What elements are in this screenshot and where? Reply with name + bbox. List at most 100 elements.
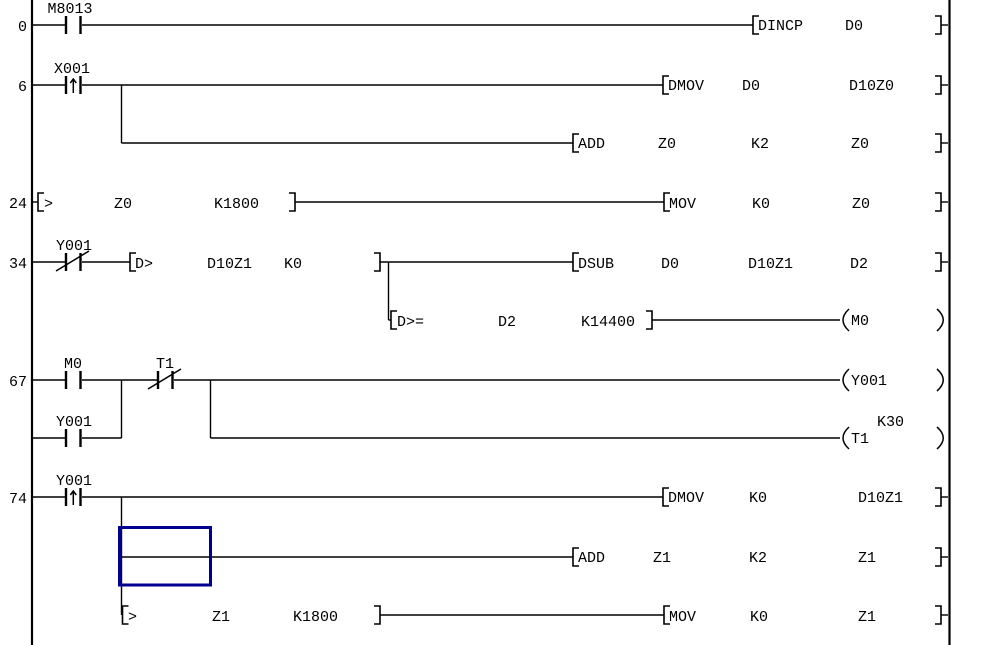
step-number: 6 — [18, 79, 27, 96]
contact-y001-nc[interactable]: Y001 — [55, 238, 92, 272]
contact-m8013[interactable]: M8013 — [47, 1, 93, 34]
instr-arg2[interactable]: D10Z1 — [748, 256, 793, 273]
contact-label[interactable]: T1 — [156, 356, 174, 373]
step-number: 74 — [9, 491, 27, 508]
compare-arg1[interactable]: Z0 — [114, 196, 132, 213]
compare-block-d10z1[interactable]: D> D10Z1 K0 — [129, 252, 381, 273]
instr-op[interactable]: MOV — [669, 609, 696, 626]
compare-arg2[interactable]: K14400 — [581, 314, 635, 331]
compare-arg1[interactable]: D2 — [498, 314, 516, 331]
instr-arg1[interactable]: D0 — [742, 78, 760, 95]
coil-label[interactable]: Y001 — [851, 373, 887, 390]
instr-arg2[interactable]: D10Z1 — [858, 490, 903, 507]
rung-24: 24 > Z0 K1800 MOV K0 Z0 — [9, 192, 948, 213]
rung-67: 67 M0 T1 Y001 — [9, 356, 944, 450]
compare-block-d2[interactable]: D>= D2 K14400 — [390, 310, 653, 331]
instr-op[interactable]: MOV — [669, 196, 696, 213]
contact-y001-rising[interactable]: Y001 — [56, 473, 92, 506]
compare-arg1[interactable]: D10Z1 — [207, 256, 252, 273]
compare-op[interactable]: D>= — [397, 314, 424, 331]
instr-op[interactable]: DMOV — [668, 490, 704, 507]
instr-add-z0[interactable]: ADD Z0 K2 Z0 — [572, 133, 942, 153]
contact-label[interactable]: Y001 — [56, 473, 92, 490]
step-number: 24 — [9, 196, 27, 213]
instr-dmov-d0[interactable]: DMOV D0 D10Z0 — [662, 75, 942, 95]
compare-arg1[interactable]: Z1 — [212, 609, 230, 626]
contact-t1-nc[interactable]: T1 — [147, 356, 182, 390]
instr-arg3[interactable]: Z0 — [851, 136, 869, 153]
instr-op[interactable]: ADD — [578, 136, 605, 153]
compare-op[interactable]: > — [44, 196, 53, 213]
instr-arg1[interactable]: Z0 — [658, 136, 676, 153]
contact-label[interactable]: Y001 — [56, 238, 92, 255]
instr-arg1[interactable]: K0 — [750, 609, 768, 626]
rung-6-wire — [33, 84, 948, 144]
compare-op[interactable]: D> — [135, 256, 153, 273]
coil-label[interactable]: T1 — [851, 431, 869, 448]
instr-arg1[interactable]: D0 — [661, 256, 679, 273]
contact-label[interactable]: M0 — [64, 356, 82, 373]
up-arrow-icon — [69, 489, 77, 496]
rung-67-wire — [33, 379, 840, 439]
contact-label[interactable]: Y001 — [56, 414, 92, 431]
instr-op[interactable]: DINCP — [758, 18, 803, 35]
rung-6: 6 X001 DMOV D0 D10Z0 ADD Z0 — [18, 61, 948, 153]
instr-arg1[interactable]: K0 — [752, 196, 770, 213]
contact-label[interactable]: M8013 — [47, 1, 92, 18]
coil-open-paren — [842, 308, 850, 332]
coil-y001[interactable]: Y001 — [842, 368, 944, 392]
rung-0: 0 M8013 DINCP D0 — [18, 1, 948, 36]
contact-label[interactable]: X001 — [54, 61, 90, 78]
step-number: 34 — [9, 256, 27, 273]
instr-arg2[interactable]: Z1 — [858, 609, 876, 626]
instr-add-z1[interactable]: ADD Z1 K2 Z1 — [572, 547, 942, 567]
instr-op[interactable]: ADD — [578, 550, 605, 567]
instr-op[interactable]: DSUB — [578, 256, 614, 273]
instr-dsub[interactable]: DSUB D0 D10Z1 D2 — [572, 252, 942, 273]
compare-block-z1[interactable]: > Z1 K1800 — [121, 605, 381, 626]
compare-op[interactable]: > — [128, 609, 137, 626]
rung-74: 74 Y001 DMOV K0 D10Z1 A — [9, 473, 948, 626]
rung-34: 34 Y001 D> D10Z1 K0 DSUB D0 — [9, 238, 948, 332]
instr-arg3[interactable]: D2 — [850, 256, 868, 273]
instr-arg3[interactable]: Z1 — [858, 550, 876, 567]
instr-op[interactable]: DMOV — [668, 78, 704, 95]
instr-arg1[interactable]: D0 — [845, 18, 863, 35]
instr-mov-z1[interactable]: MOV K0 Z1 — [663, 605, 942, 626]
nc-slash-icon — [55, 250, 90, 272]
instr-dincp[interactable]: DINCP D0 — [752, 15, 942, 35]
coil-close-paren — [936, 426, 944, 450]
rung-34-wire — [33, 261, 948, 321]
nc-slash-icon — [147, 368, 182, 390]
instr-arg1[interactable]: Z1 — [653, 550, 671, 567]
coil-label[interactable]: M0 — [851, 313, 869, 330]
step-number: 67 — [9, 374, 27, 391]
timer-preset[interactable]: K30 — [877, 414, 904, 431]
contact-m0[interactable]: M0 — [64, 356, 82, 389]
contact-y001-parallel[interactable]: Y001 — [56, 414, 92, 447]
compare-arg2[interactable]: K1800 — [214, 196, 259, 213]
coil-t1-timer[interactable]: T1 K30 — [842, 414, 944, 450]
instr-dmov-k0[interactable]: DMOV K0 D10Z1 — [662, 487, 942, 507]
contact-x001-rising[interactable]: X001 — [54, 61, 90, 94]
coil-close-paren — [936, 368, 944, 392]
rung-74-wire — [33, 496, 948, 616]
compare-arg2[interactable]: K0 — [284, 256, 302, 273]
instr-arg2[interactable]: K2 — [749, 550, 767, 567]
instr-arg2[interactable]: Z0 — [852, 196, 870, 213]
instr-arg2[interactable]: K2 — [751, 136, 769, 153]
up-arrow-icon — [69, 77, 77, 84]
coil-open-paren — [842, 368, 850, 392]
compare-arg2[interactable]: K1800 — [293, 609, 338, 626]
coil-m0[interactable]: M0 — [842, 308, 944, 332]
edit-cursor[interactable] — [118, 526, 212, 587]
step-number: 0 — [18, 19, 27, 36]
coil-open-paren — [842, 426, 850, 450]
instr-arg1[interactable]: K0 — [749, 490, 767, 507]
compare-block-z0[interactable]: > Z0 K1800 — [37, 192, 296, 213]
instr-arg2[interactable]: D10Z0 — [849, 78, 894, 95]
instr-mov-z0[interactable]: MOV K0 Z0 — [663, 192, 942, 213]
coil-close-paren — [936, 308, 944, 332]
